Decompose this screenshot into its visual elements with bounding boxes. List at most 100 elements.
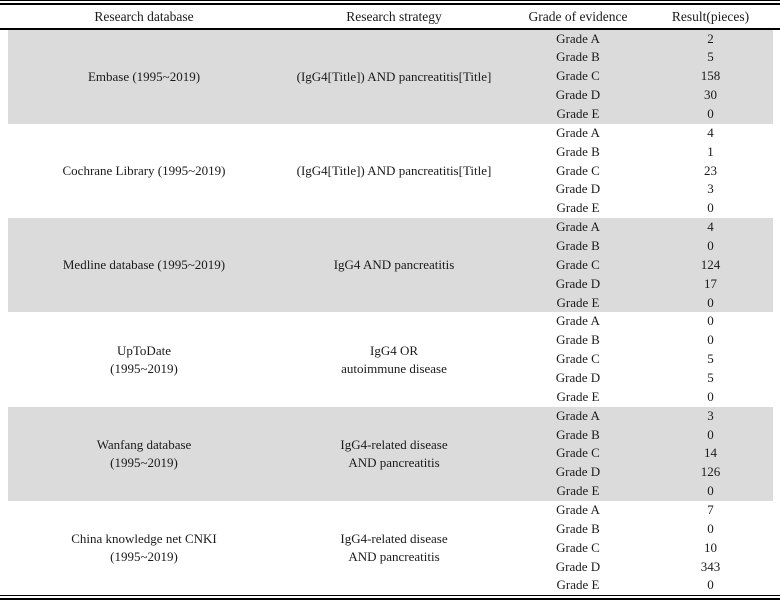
strategy-cell: IgG4-related disease AND pancreatitis	[280, 407, 508, 501]
result-value: 10	[704, 539, 717, 555]
result-cell: 2 5 158 30 0	[648, 30, 773, 124]
column-header-research-database: Research database	[94, 8, 194, 24]
result-value: 0	[707, 105, 714, 121]
grade-label: Grade C	[556, 68, 600, 84]
result-value: 3	[707, 407, 714, 423]
grade-label: Grade D	[555, 369, 601, 385]
strategy-text: IgG4 AND pancreatitis	[333, 257, 455, 273]
strategy-text: (IgG4[Title]) AND pancreatitis[Title]	[296, 68, 492, 84]
strategy-text: AND pancreatitis	[348, 454, 440, 470]
bottom-rule-outer	[0, 597, 780, 601]
result-value: 5	[707, 369, 714, 385]
table-row-group-wanfang: Wanfang database (1995~2019) IgG4-relate…	[8, 406, 773, 501]
grade-label: Grade A	[556, 501, 600, 517]
result-cell: 7 0 10 343 0	[648, 501, 773, 595]
result-value: 0	[707, 313, 714, 329]
bottom-rule-gap	[0, 596, 780, 598]
strategy-cell: IgG4 OR autoimmune disease	[280, 312, 508, 406]
strategy-text: IgG4-related disease	[340, 436, 448, 452]
grade-label: Grade E	[556, 388, 600, 404]
result-value: 158	[700, 68, 721, 84]
result-value: 30	[704, 87, 717, 103]
table-row-group-uptodate: UpToDate (1995~2019) IgG4 OR autoimmune …	[8, 312, 773, 406]
result-value: 14	[704, 445, 717, 461]
grade-cell: Grade A Grade B Grade C Grade D Grade E	[508, 312, 648, 406]
table-row-group-cochrane: Cochrane Library (1995~2019) (IgG4[Title…	[8, 124, 773, 218]
header-divider-rule	[0, 28, 780, 30]
strategy-text: autoimmune disease	[341, 360, 447, 376]
grade-cell: Grade A Grade B Grade C Grade D Grade E	[508, 30, 648, 124]
database-name: Medline database (1995~2019)	[62, 257, 226, 273]
strategy-cell: IgG4 AND pancreatitis	[280, 218, 508, 312]
grade-label: Grade E	[556, 200, 600, 216]
result-value: 0	[707, 332, 714, 348]
strategy-text: IgG4-related disease	[340, 531, 448, 547]
grade-label: Grade C	[556, 445, 600, 461]
table-header-row: Research database Research strategy Grad…	[0, 5, 780, 28]
grade-label: Grade D	[555, 558, 601, 574]
result-value: 2	[707, 30, 714, 46]
grade-label: Grade C	[556, 162, 600, 178]
database-years: (1995~2019)	[110, 549, 178, 565]
top-rule-inner	[0, 2, 780, 5]
bottom-rule-inner	[0, 595, 780, 597]
strategy-cell: (IgG4[Title]) AND pancreatitis[Title]	[280, 124, 508, 218]
result-value: 0	[707, 237, 714, 253]
table-row-group-medline: Medline database (1995~2019) IgG4 AND pa…	[8, 218, 773, 313]
grade-label: Grade A	[556, 219, 600, 235]
grade-label: Grade D	[555, 181, 601, 197]
grade-label: Grade E	[556, 577, 600, 593]
result-value: 0	[707, 483, 714, 499]
table-row-group-cnki: China knowledge net CNKI (1995~2019) IgG…	[8, 501, 773, 595]
grade-label: Grade C	[556, 539, 600, 555]
result-value: 124	[700, 256, 721, 272]
grade-label: Grade A	[556, 313, 600, 329]
grade-cell: Grade A Grade B Grade C Grade D Grade E	[508, 407, 648, 501]
database-name: UpToDate	[117, 342, 171, 358]
database-cell: Wanfang database (1995~2019)	[8, 407, 280, 501]
table-row-group-embase: Embase (1995~2019) (IgG4[Title]) AND pan…	[8, 29, 773, 124]
grade-label: Grade E	[556, 483, 600, 499]
grade-label: Grade A	[556, 407, 600, 423]
column-header-grade-of-evidence: Grade of evidence	[528, 8, 628, 24]
grade-label: Grade D	[555, 87, 601, 103]
database-cell: Embase (1995~2019)	[8, 30, 280, 124]
database-cell: Cochrane Library (1995~2019)	[8, 124, 280, 218]
grade-label: Grade E	[556, 105, 600, 121]
grade-label: Grade C	[556, 351, 600, 367]
result-cell: 4 1 23 3 0	[648, 124, 773, 218]
database-name: China knowledge net CNKI	[71, 531, 217, 547]
result-value: 7	[707, 501, 714, 517]
database-cell: China knowledge net CNKI (1995~2019)	[8, 501, 280, 595]
result-value: 0	[707, 577, 714, 593]
result-cell: 3 0 14 126 0	[648, 407, 773, 501]
top-rule-gap	[0, 1, 780, 3]
column-header-research-strategy: Research strategy	[346, 8, 442, 24]
grade-label: Grade E	[556, 294, 600, 310]
table-body: Embase (1995~2019) (IgG4[Title]) AND pan…	[0, 29, 780, 596]
grade-label: Grade B	[556, 49, 600, 65]
grade-label: Grade B	[556, 143, 600, 159]
result-value: 0	[707, 294, 714, 310]
grade-label: Grade B	[556, 332, 600, 348]
database-years: (1995~2019)	[110, 360, 178, 376]
database-name: Cochrane Library (1995~2019)	[62, 162, 226, 178]
result-cell: 4 0 124 17 0	[648, 218, 773, 312]
result-value: 3	[707, 181, 714, 197]
grade-label: Grade A	[556, 124, 600, 140]
result-value: 343	[700, 558, 721, 574]
database-name: Wanfang database	[96, 436, 192, 452]
grade-label: Grade A	[556, 30, 600, 46]
grade-label: Grade B	[556, 237, 600, 253]
grade-label: Grade B	[556, 520, 600, 536]
strategy-cell: IgG4-related disease AND pancreatitis	[280, 501, 508, 595]
column-header-result-pieces: Result(pieces)	[671, 8, 750, 24]
result-value: 1	[707, 143, 714, 159]
result-value: 17	[704, 275, 717, 291]
result-value: 0	[707, 200, 714, 216]
result-value: 5	[707, 351, 714, 367]
result-value: 126	[700, 464, 721, 480]
result-value: 0	[707, 426, 714, 442]
database-years: (1995~2019)	[110, 454, 178, 470]
grade-cell: Grade A Grade B Grade C Grade D Grade E	[508, 124, 648, 218]
